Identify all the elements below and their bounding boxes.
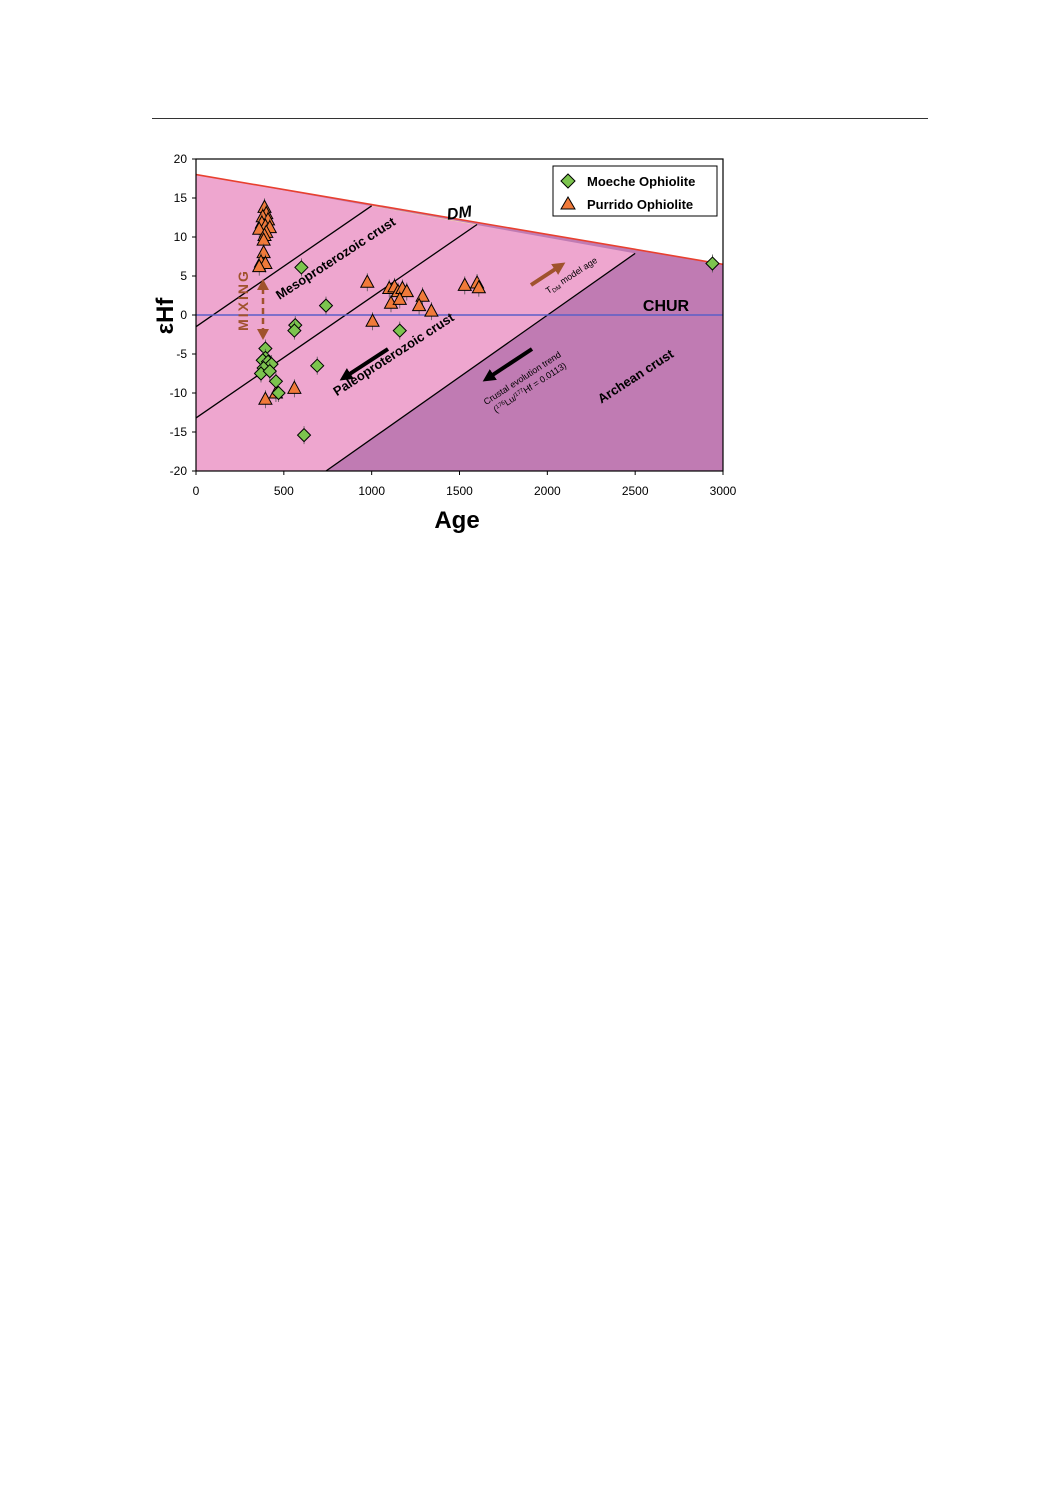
y-tick-label: 10 [174, 230, 188, 244]
moeche-point [268, 374, 284, 389]
x-tick-label: 0 [193, 484, 200, 498]
dm-label: DM [446, 203, 474, 223]
purrido-point [392, 291, 408, 305]
crustal-trend-arrow [482, 347, 534, 382]
page-header-rule [152, 118, 928, 119]
region-boundary-2 [196, 223, 478, 419]
purrido-point [457, 277, 473, 291]
x-tick-label: 1500 [446, 484, 473, 498]
legend-purrido-marker [560, 196, 576, 210]
moeche-point [318, 298, 334, 313]
region-boundary-1 [196, 205, 373, 328]
paleoproterozoic-region [196, 174, 636, 471]
legend-moeche-marker [560, 173, 576, 189]
data-points [251, 198, 720, 445]
x-tick-label: 2000 [534, 484, 561, 498]
moeche-point [705, 256, 720, 271]
purrido-point [365, 313, 380, 327]
y-tick-label: 5 [180, 269, 187, 283]
x-tick-label: 2500 [622, 484, 649, 498]
purrido-point [287, 380, 302, 394]
y-tick-label: 0 [180, 308, 187, 322]
y-tick-label: 15 [174, 191, 188, 205]
purrido-point [471, 279, 487, 294]
purrido-point [251, 258, 267, 273]
purrido-point [258, 391, 273, 405]
y-axis: 20 15 10 5 0 -5 -10 -15 -20 [170, 152, 196, 478]
legend-box [552, 165, 718, 217]
legend-purrido-label: Purrido Ophiolite [587, 197, 693, 212]
moeche-point [296, 427, 312, 443]
purrido-point [411, 297, 427, 312]
x-tick-label: 1000 [358, 484, 385, 498]
x-axis-label: Age [434, 507, 479, 534]
ehf-age-chart: 0 500 1000 1500 2000 2500 3000 20 15 10 5 0 -5 -10 -1… [152, 152, 737, 534]
region-boundary-3 [325, 252, 636, 471]
purrido-point [359, 274, 375, 288]
moeche-point [262, 363, 277, 379]
y-tick-label: -5 [176, 347, 187, 361]
moeche-point [287, 323, 302, 338]
purrido-point [399, 283, 415, 298]
dm-line [196, 173, 723, 266]
x-tick-label: 3000 [710, 484, 737, 498]
x-tick-label: 500 [274, 484, 294, 498]
legend: Moeche Ophiolite Purrido Ophiolite [552, 165, 718, 217]
model-age-arrow [529, 262, 566, 287]
moeche-point [392, 323, 407, 338]
paleo-trend-arrow [339, 347, 390, 381]
chur-label: CHUR [643, 298, 690, 315]
y-tick-label: -15 [170, 425, 188, 439]
x-axis: 0 500 1000 1500 2000 2500 3000 [193, 471, 737, 498]
legend-moeche-label: Moeche Ophiolite [587, 174, 695, 189]
moeche-point [310, 358, 325, 373]
purrido-point [424, 303, 439, 317]
y-tick-label: -20 [170, 464, 188, 478]
mixing-label: MIXING [235, 269, 251, 331]
moeche-point [271, 385, 286, 401]
y-tick-label: -10 [170, 386, 188, 400]
y-axis-label: εHf [152, 297, 179, 335]
mixing-arrow-up-head [257, 279, 269, 290]
purrido-point [256, 244, 271, 259]
moeche-point [294, 260, 309, 275]
y-tick-label: 20 [174, 152, 188, 166]
mixing-arrow-down-head [257, 329, 269, 340]
